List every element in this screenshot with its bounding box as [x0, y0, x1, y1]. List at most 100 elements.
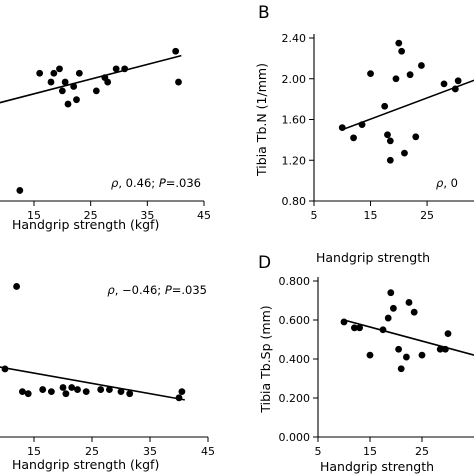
data-point: [58, 87, 66, 95]
data-point: [440, 80, 448, 88]
data-point: [47, 78, 55, 86]
data-point: [403, 353, 410, 361]
data-point: [395, 39, 403, 47]
data-point: [16, 187, 24, 194]
data-point: [381, 102, 389, 110]
data-point: [56, 65, 63, 73]
data-point: [106, 386, 113, 393]
data-point: [62, 390, 70, 398]
data-point: [387, 289, 395, 297]
data-point: [74, 386, 81, 393]
data-point: [172, 47, 180, 55]
data-point: [39, 386, 47, 393]
data-point: [104, 78, 112, 86]
data-point: [397, 365, 405, 373]
x-tick-label: 45: [201, 445, 215, 458]
data-point: [121, 65, 129, 73]
y-axis-title: Tibia Tb.N (1/mm): [254, 63, 269, 177]
data-point: [356, 324, 363, 332]
data-point: [92, 87, 100, 95]
y-tick-label: 1.20: [282, 154, 307, 167]
panel-a: 15 25 35 45 Handgrip strength (kgf) ρ, 0.46; …: [0, 47, 211, 232]
data-point: [82, 388, 90, 396]
x-tick-label: 25: [415, 445, 429, 458]
data-point: [178, 388, 186, 396]
x-tick-label: 25: [84, 209, 98, 222]
data-point: [340, 318, 348, 326]
data-point: [444, 330, 452, 338]
data-point: [367, 70, 374, 78]
x-tick-label: 15: [363, 445, 377, 458]
x-tick-label: 5: [311, 209, 318, 222]
data-point: [395, 345, 402, 353]
data-point: [398, 47, 406, 55]
data-point: [358, 121, 366, 128]
data-point: [36, 69, 44, 77]
y-tick-label: 2.40: [282, 32, 307, 45]
data-point: [75, 69, 83, 77]
data-point: [390, 304, 397, 312]
data-point: [126, 390, 134, 398]
x-axis-title: Handgrip strength: [320, 459, 434, 474]
data-point: [436, 345, 444, 353]
data-point: [384, 131, 391, 139]
data-point: [97, 386, 105, 393]
x-tick-label: 15: [364, 209, 378, 222]
y-tick-label: 2.00: [282, 73, 307, 86]
data-point: [401, 149, 408, 157]
data-point: [392, 75, 400, 83]
data-point: [384, 314, 392, 322]
data-point: [59, 384, 67, 391]
panel-letter: B: [258, 3, 270, 23]
x-tick-label: 25: [85, 445, 99, 458]
fit-line: [0, 54, 182, 104]
data-point: [454, 77, 462, 85]
data-point: [410, 308, 418, 316]
x-tick-label: 45: [197, 209, 211, 222]
correlation-annotation: ρ, −0.46; P=.035: [107, 283, 207, 297]
correlation-annotation: ρ, 0: [436, 176, 458, 190]
panel-c: 15 25 35 45 Handgrip strength (kgf) ρ, −0.46;…: [0, 283, 215, 472]
data-point: [50, 69, 58, 77]
data-point: [412, 133, 420, 141]
data-point: [175, 394, 183, 402]
x-axis-title: Handgrip strength (kgf): [12, 217, 159, 232]
data-point: [19, 388, 26, 396]
fit-line: [341, 79, 474, 131]
y-tick-label: 1.60: [282, 114, 307, 127]
data-point: [61, 78, 69, 86]
data-point: [418, 62, 425, 69]
data-point: [64, 100, 72, 108]
panel-b: 5 15 25 0.80 1.20 1.60 2.00 2.40 Handgrip streng…: [254, 3, 474, 265]
data-point: [386, 137, 394, 145]
data-point: [112, 65, 120, 73]
x-tick-label: 35: [140, 209, 154, 222]
x-tick-label: 25: [420, 209, 434, 222]
y-tick-label: 0.800: [279, 275, 311, 288]
y-tick-label: 0.600: [279, 314, 311, 327]
data-point: [405, 299, 413, 306]
x-axis-title: Handgrip strength (kgf): [12, 457, 159, 472]
data-point: [418, 351, 426, 359]
correlation-annotation: ρ, 0.46; P=.036: [111, 176, 201, 190]
data-point: [338, 124, 346, 132]
data-point: [73, 96, 80, 104]
data-point: [366, 351, 374, 359]
data-point: [350, 134, 357, 142]
x-axis-title: Handgrip strength: [316, 250, 430, 265]
data-point: [70, 83, 78, 90]
x-tick-label: 5: [315, 445, 322, 458]
data-point: [442, 345, 449, 353]
y-axis-title: Tibia Tb.Sp (mm): [258, 305, 273, 413]
fit-line: [0, 366, 185, 401]
y-tick-label: 0.000: [279, 431, 311, 444]
data-point: [48, 388, 55, 396]
y-tick-label: 0.400: [279, 353, 311, 366]
panel-d: 5 15 25 0.000 0.200 0.400 0.600 0.800 Handgrip s…: [258, 253, 474, 474]
data-point: [406, 71, 414, 79]
data-point: [13, 283, 20, 290]
x-tick-label: 35: [143, 445, 157, 458]
data-point: [451, 85, 459, 93]
data-point: [386, 156, 394, 164]
